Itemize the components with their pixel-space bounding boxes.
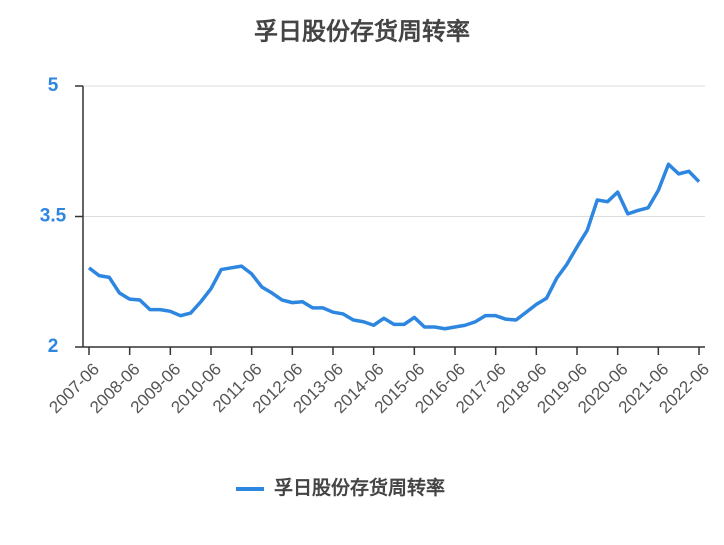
data-line <box>87 162 701 331</box>
y-tick-label: 3.5 <box>40 206 67 227</box>
legend-label: 孚日股份存货周转率 <box>274 476 445 499</box>
y-tick-label: 5 <box>48 75 59 96</box>
chart-title: 孚日股份存货周转率 <box>254 17 470 45</box>
y-tick-label: 2 <box>48 336 59 357</box>
